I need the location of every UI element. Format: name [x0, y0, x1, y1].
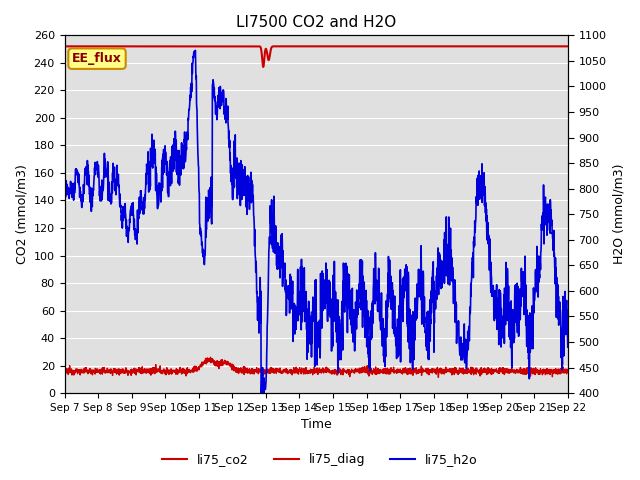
- Y-axis label: CO2 (mmol/m3): CO2 (mmol/m3): [15, 164, 28, 264]
- Legend: li75_co2, li75_diag, li75_h2o: li75_co2, li75_diag, li75_h2o: [157, 448, 483, 471]
- Text: EE_flux: EE_flux: [72, 52, 122, 65]
- Y-axis label: H2O (mmol/m3): H2O (mmol/m3): [612, 164, 625, 264]
- X-axis label: Time: Time: [301, 419, 332, 432]
- Title: LI7500 CO2 and H2O: LI7500 CO2 and H2O: [236, 15, 396, 30]
